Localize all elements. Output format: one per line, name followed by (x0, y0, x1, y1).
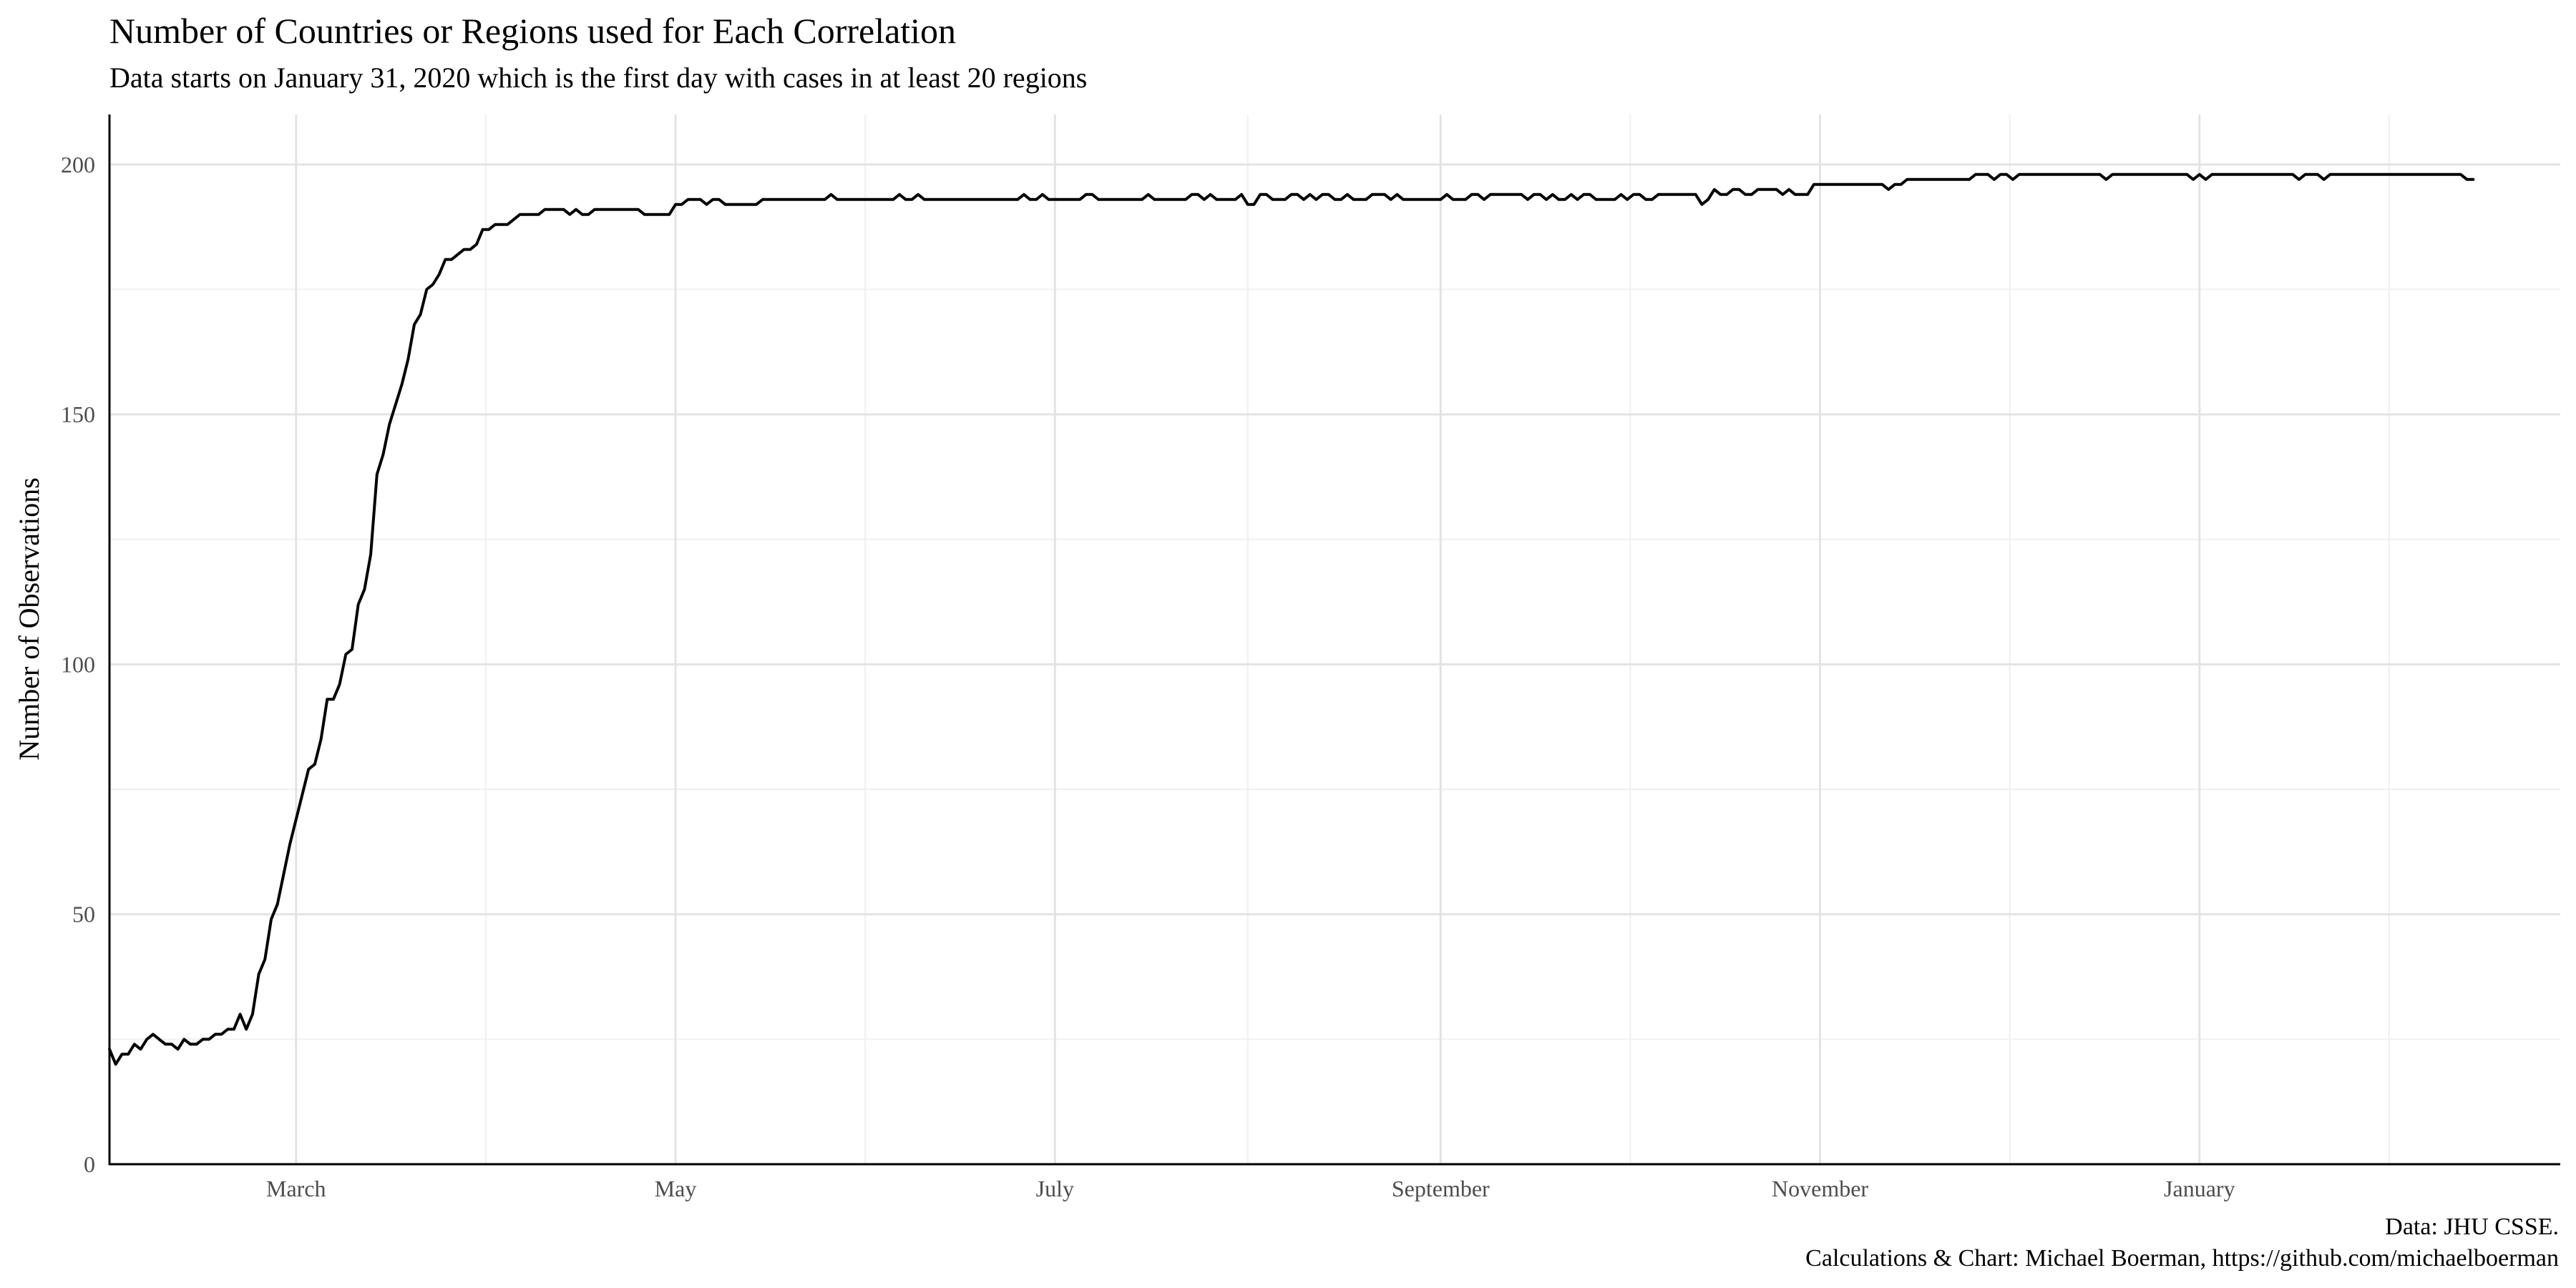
y-tick-label: 150 (61, 401, 95, 427)
x-tick-label: September (1392, 1176, 1490, 1201)
y-axis-title: Number of Observations (13, 477, 45, 760)
y-tick-label: 200 (61, 152, 95, 177)
caption-credit: Calculations & Chart: Michael Boerman, h… (1805, 1245, 2559, 1272)
minor-gridlines (109, 114, 2560, 1164)
y-axis-ticks: 0 50 100 150 200 (61, 152, 95, 1177)
series-line-0 (108, 172, 2475, 1066)
y-tick-label: 100 (61, 651, 95, 677)
y-tick-label: 0 (84, 1151, 95, 1177)
x-tick-label: May (655, 1176, 697, 1201)
x-tick-label: July (1036, 1176, 1074, 1201)
chart-title: Number of Countries or Regions used for … (109, 11, 957, 51)
series-layer (108, 172, 2475, 1066)
major-gridlines (109, 114, 2560, 1166)
caption-source: Data: JHU CSSE. (2385, 1214, 2559, 1240)
axes (108, 114, 2560, 1166)
x-tick-label: March (266, 1176, 326, 1201)
y-tick-label: 50 (72, 902, 95, 927)
x-tick-label: January (2164, 1176, 2235, 1201)
chart-subtitle: Data starts on January 31, 2020 which is… (109, 62, 1088, 94)
x-axis-ticks: March May July September November January (266, 1176, 2235, 1201)
x-tick-label: November (1772, 1176, 1868, 1201)
